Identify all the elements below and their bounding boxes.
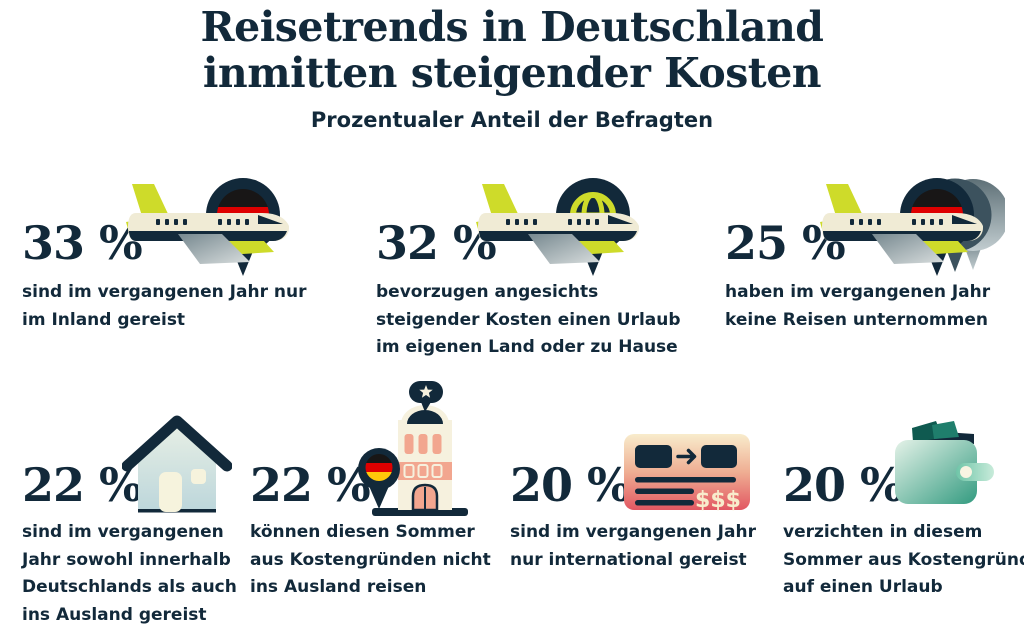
stat-description: können diesen Sommer aus Kostengründen n…: [250, 519, 491, 602]
star-icon: [419, 385, 433, 398]
stat-description-line: steigender Kosten einen Urlaub: [376, 309, 681, 330]
page-title: Reisetrends in Deutschland inmitten stei…: [0, 4, 1024, 96]
stat-description-line: sind im vergangenen: [22, 522, 224, 542]
stat-description: verzichten in diesem Sommer aus Kostengr…: [783, 519, 1024, 602]
stat-description-line: können diesen Sommer: [250, 522, 475, 542]
stat-description-line: im eigenen Land oder zu Hause: [376, 337, 678, 357]
stat-description-line: Deutschlands als auch: [22, 577, 237, 597]
page-subtitle: Prozentualer Anteil der Befragten: [310, 108, 714, 132]
stat-description-line: keine Reisen unternommen: [725, 309, 988, 330]
stat-description: bevorzugen angesichts steigender Kosten …: [376, 279, 681, 362]
wallet-icon: [895, 421, 994, 504]
stat-description-line: aus Kostengründen nicht: [250, 549, 491, 570]
stat-description-line: ins Ausland gereist: [22, 604, 207, 625]
stat-description: haben im vergangenen Jahr keine Reisen u…: [725, 279, 990, 334]
stat-description-line: ins Ausland reisen: [250, 577, 427, 597]
stat-description-line: im Inland gereist: [22, 309, 186, 330]
stat-description-line: Jahr sowohl innerhalb: [22, 549, 231, 570]
stat-description-line: nur international gereist: [510, 549, 747, 570]
house-icon: [122, 415, 232, 513]
airplane: [820, 184, 983, 264]
stat-description: sind im vergangenen Jahr sowohl innerhal…: [22, 519, 237, 629]
airplane-germany-pin-icon: [126, 178, 289, 276]
stat-description-line: verzichten in diesem: [783, 522, 983, 542]
airplane: [126, 184, 289, 264]
stat-value: 33 %: [22, 216, 143, 270]
title-line-2: inmitten steigender Kosten: [202, 49, 822, 97]
stat-description: sind im vergangenen Jahr nur internation…: [510, 519, 756, 574]
stat-description-line: Sommer aus Kostengründen: [783, 549, 1024, 570]
dollars-label: $$$: [695, 488, 741, 512]
stat-value: 20 %: [783, 458, 904, 512]
stat-value: 20 %: [510, 458, 631, 512]
ticket-dollars-icon: $$$: [624, 434, 750, 512]
stat-description-line: haben im vergangenen Jahr: [725, 282, 991, 302]
stat-description-line: auf einen Urlaub: [783, 577, 943, 597]
stat-value: 32 %: [376, 216, 497, 270]
stat-description-line: bevorzugen angesichts: [376, 282, 599, 302]
stat-description-line: sind im vergangenen Jahr nur: [22, 282, 307, 302]
title-line-1: Reisetrends in Deutschland: [200, 3, 824, 51]
airplane-globe-pin-icon: [476, 178, 639, 276]
airplane-germany-pin-stack-icon: [820, 178, 1005, 276]
arrow-right-icon: [676, 448, 697, 465]
stat-description-line: sind im vergangenen Jahr: [510, 522, 756, 542]
hotel-germany-pin-icon: [358, 381, 468, 516]
stat-value: 22 %: [250, 458, 371, 512]
airplane: [476, 184, 639, 264]
map-pin-germany: [358, 448, 400, 509]
stat-description: sind im vergangenen Jahr nur im Inland g…: [22, 279, 306, 334]
